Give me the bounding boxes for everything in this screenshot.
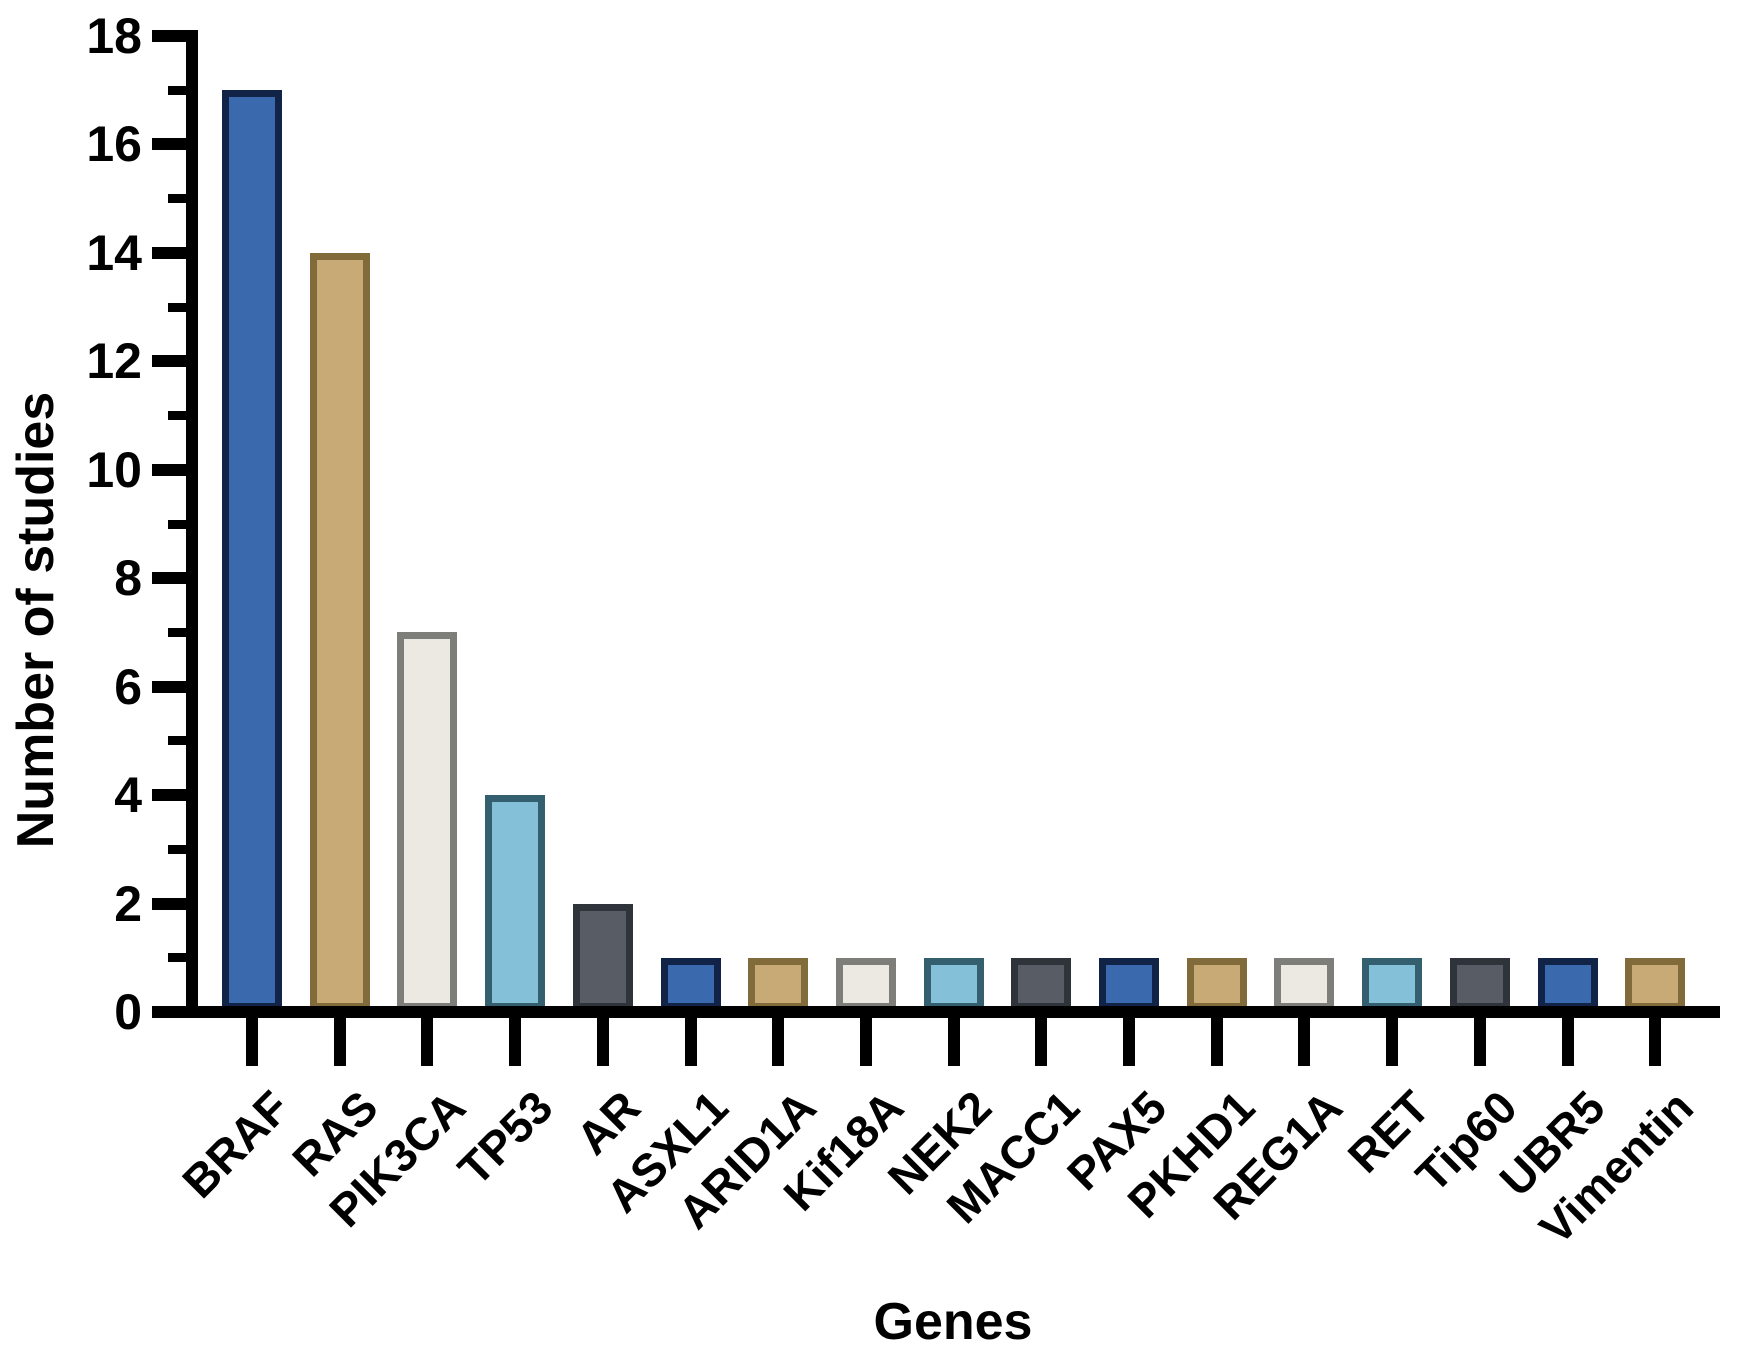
bar-pkhd1 xyxy=(1186,957,1247,1010)
x-tick xyxy=(772,1014,785,1066)
bar-tip60 xyxy=(1449,957,1510,1010)
y-tick-label: 18 xyxy=(86,8,142,65)
bar-asxl1 xyxy=(660,957,721,1010)
bar-macc1 xyxy=(1011,957,1072,1010)
y-tick-label: 10 xyxy=(86,441,142,498)
y-minor-tick xyxy=(168,194,198,204)
bar-nek2 xyxy=(923,957,984,1010)
x-tick xyxy=(1561,1014,1574,1066)
x-axis-line xyxy=(186,1006,1720,1018)
y-minor-tick xyxy=(168,519,198,529)
y-minor-tick xyxy=(168,411,198,421)
x-tick xyxy=(1473,1014,1486,1066)
x-axis-title: Genes xyxy=(873,1293,1033,1351)
x-tick xyxy=(1123,1014,1135,1066)
y-tick-label: 4 xyxy=(114,767,142,824)
y-minor-tick xyxy=(168,302,198,312)
bar-reg1a xyxy=(1274,957,1335,1010)
x-tick xyxy=(947,1014,960,1066)
y-axis-line xyxy=(186,30,198,1018)
bar-braf xyxy=(222,90,282,1010)
x-tick xyxy=(859,1014,872,1066)
bar-kif18a xyxy=(835,957,896,1010)
x-tick xyxy=(1298,1014,1311,1066)
x-tick-label-text: BRAF xyxy=(172,1080,300,1208)
bar-pax5 xyxy=(1099,957,1159,1010)
x-tick xyxy=(421,1014,434,1066)
x-tick xyxy=(333,1014,346,1066)
y-minor-tick xyxy=(168,953,198,963)
bar-ubr5 xyxy=(1537,957,1598,1010)
y-tick-label: 6 xyxy=(114,658,142,715)
y-tick-label: 14 xyxy=(86,224,142,281)
x-tick xyxy=(509,1014,522,1066)
y-minor-tick xyxy=(168,844,198,854)
bar-pik3ca xyxy=(397,632,458,1010)
x-tick-label-text: TP53 xyxy=(448,1080,563,1196)
x-tick xyxy=(684,1014,697,1066)
x-tick xyxy=(1649,1014,1662,1066)
y-minor-tick xyxy=(168,85,198,95)
bar-arid1a xyxy=(748,957,809,1010)
x-tick xyxy=(596,1014,609,1066)
bar-tp53 xyxy=(485,795,546,1010)
y-tick-label: 16 xyxy=(86,116,142,173)
x-tick xyxy=(1035,1014,1048,1066)
y-minor-tick xyxy=(168,736,198,746)
x-tick xyxy=(246,1014,258,1066)
x-tick xyxy=(1210,1014,1223,1066)
x-tick xyxy=(1386,1014,1399,1066)
y-tick-label: 12 xyxy=(86,333,142,390)
y-tick-label: 8 xyxy=(114,550,142,607)
bar-vimentin xyxy=(1625,957,1686,1010)
bar-ar xyxy=(572,903,633,1010)
y-tick-label: 2 xyxy=(114,875,142,932)
bar-ret xyxy=(1362,957,1423,1010)
bar-ras xyxy=(309,252,370,1010)
y-minor-tick xyxy=(168,627,198,637)
y-tick-label: 0 xyxy=(114,984,142,1040)
